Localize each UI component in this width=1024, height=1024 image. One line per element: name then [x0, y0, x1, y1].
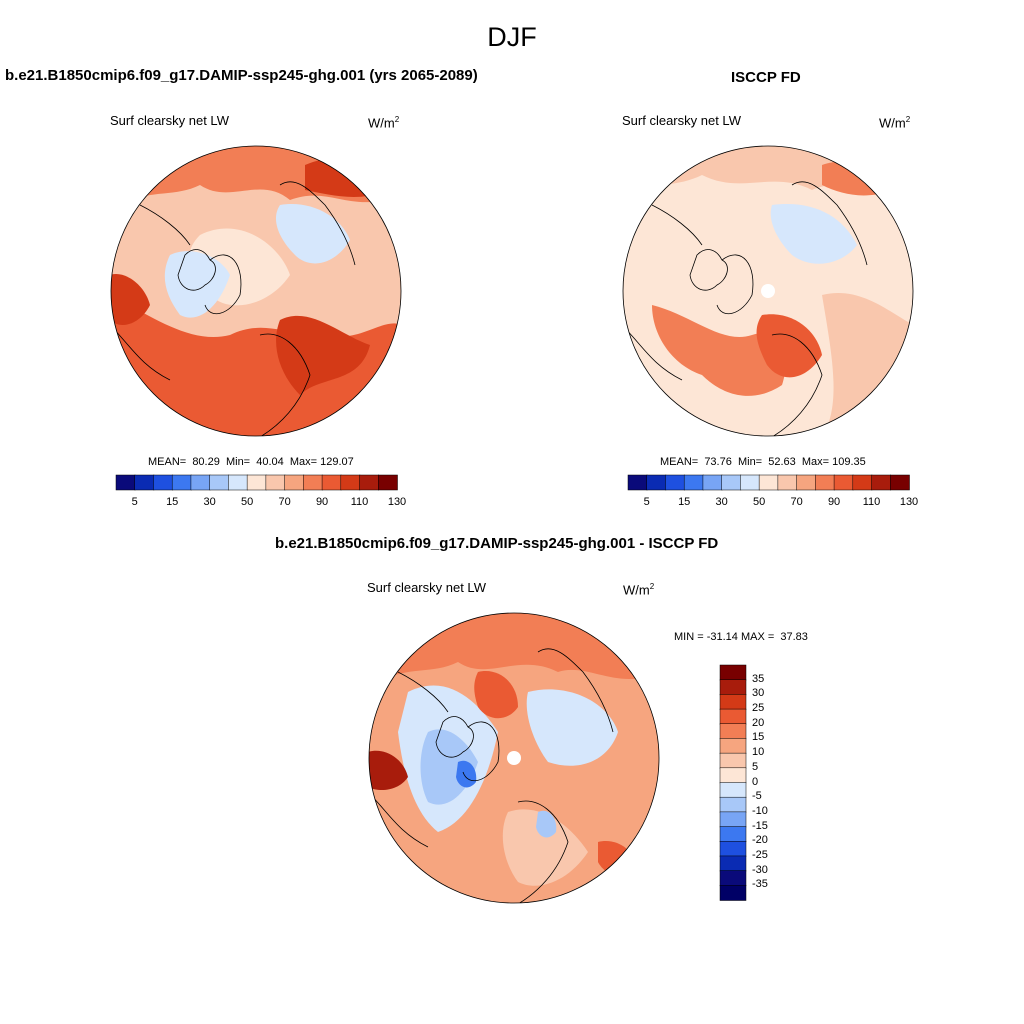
panel-1-map [110, 145, 402, 437]
colorbar-label: 130 [899, 496, 919, 508]
colorbar-label: 10 [752, 746, 765, 759]
panel-2-colorbar [627, 474, 910, 491]
colorbar-label: 5 [752, 760, 759, 773]
colorbar-label: 0 [752, 775, 759, 788]
colorbar-swatch [871, 474, 892, 491]
colorbar-label: 15 [166, 496, 179, 508]
colorbar-swatch [359, 474, 380, 491]
panel-1-stats: MEAN= 80.29 Min= 40.04 Max= 129.07 [148, 456, 354, 468]
colorbar-swatch [719, 767, 747, 784]
colorbar-swatch [719, 841, 747, 857]
panel-3-stats: MIN = -31.14 MAX = 37.83 [674, 631, 808, 643]
colorbar-label: 110 [350, 496, 369, 508]
colorbar-label: -20 [752, 834, 768, 847]
colorbar-swatch [378, 474, 398, 491]
colorbar-swatch [190, 474, 211, 491]
colorbar-swatch [719, 723, 747, 740]
colorbar-swatch [719, 885, 747, 901]
colorbar-swatch [719, 796, 747, 813]
panel-2-units: W/m2 [879, 115, 911, 131]
colorbar-swatch [719, 664, 747, 681]
colorbar-label: -10 [752, 804, 768, 817]
panel-2-map [622, 145, 914, 437]
colorbar-swatch [134, 474, 155, 491]
colorbar-label: 110 [862, 496, 881, 508]
colorbar-swatch [153, 474, 173, 491]
colorbar-swatch [321, 474, 342, 491]
colorbar-swatch [719, 782, 747, 798]
panel-2-stats: MEAN= 73.76 Min= 52.63 Max= 109.35 [660, 456, 866, 468]
colorbar-label: 30 [715, 496, 728, 508]
colorbar-label: 130 [387, 496, 407, 508]
colorbar-swatch [815, 474, 835, 491]
figure-title: DJF [487, 22, 537, 52]
colorbar-swatch [702, 474, 723, 491]
colorbar-swatch [209, 474, 230, 491]
panel-2-colorbar-labels: 5 15 30 50 70 90 110 130 [628, 496, 919, 510]
colorbar-swatch [303, 474, 323, 491]
panel-3-variable: Surf clearsky net LW [367, 580, 486, 595]
panel-1-title: b.e21.B1850cmip6.f09_g17.DAMIP-ssp245-gh… [5, 67, 478, 84]
colorbar-swatch [627, 474, 648, 491]
colorbar-label: -30 [752, 863, 768, 876]
colorbar-swatch [719, 811, 747, 828]
colorbar-swatch [740, 474, 760, 491]
colorbar-label: 50 [241, 496, 254, 508]
colorbar-swatch [719, 870, 747, 887]
panel-2-variable: Surf clearsky net LW [622, 113, 741, 128]
colorbar-label: -35 [752, 878, 768, 891]
colorbar-label: -25 [752, 848, 768, 861]
colorbar-label: 20 [752, 716, 765, 729]
colorbar-swatch [852, 474, 873, 491]
colorbar-label: 30 [752, 687, 765, 700]
colorbar-label: 5 [643, 496, 650, 508]
panel-3-title: b.e21.B1850cmip6.f09_g17.DAMIP-ssp245-gh… [275, 535, 719, 552]
colorbar-label: 70 [278, 496, 291, 508]
colorbar-swatch [890, 474, 910, 491]
panel-3-units: W/m2 [623, 582, 655, 598]
colorbar-label: 35 [752, 672, 765, 685]
colorbar-swatch [833, 474, 854, 491]
colorbar-swatch [284, 474, 305, 491]
colorbar-swatch [719, 694, 747, 710]
colorbar-swatch [646, 474, 667, 491]
colorbar-label: -15 [752, 819, 768, 832]
panel-3-colorbar-labels: 35 30 25 20 15 10 5 0 -5 -10 -15 -20 -25 -30 -35 [752, 665, 792, 900]
colorbar-swatch [340, 474, 361, 491]
colorbar-label: 70 [790, 496, 803, 508]
colorbar-swatch [777, 474, 798, 491]
colorbar-swatch [721, 474, 742, 491]
colorbar-swatch [719, 708, 747, 725]
colorbar-label: 5 [131, 496, 138, 508]
colorbar-swatch [758, 474, 779, 491]
colorbar-swatch [719, 855, 747, 872]
panel-1-variable: Surf clearsky net LW [110, 113, 229, 128]
panel-3-colorbar [719, 664, 747, 901]
colorbar-label: 15 [678, 496, 691, 508]
colorbar-swatch [115, 474, 136, 491]
colorbar-swatch [246, 474, 267, 491]
colorbar-swatch [719, 826, 747, 842]
colorbar-swatch [265, 474, 286, 491]
colorbar-swatch [719, 752, 747, 769]
colorbar-swatch [228, 474, 248, 491]
colorbar-swatch [796, 474, 817, 491]
colorbar-label: 90 [827, 496, 841, 508]
panel-3-map [368, 612, 660, 904]
colorbar-label: -5 [752, 790, 762, 803]
colorbar-swatch [683, 474, 704, 491]
colorbar-swatch [665, 474, 685, 491]
colorbar-swatch [171, 474, 192, 491]
colorbar-label: 30 [203, 496, 216, 508]
panel-1-units: W/m2 [368, 115, 400, 131]
colorbar-label: 90 [315, 496, 329, 508]
colorbar-swatch [719, 738, 747, 754]
colorbar-label: 15 [752, 731, 765, 744]
panel-2-title: ISCCP FD [731, 69, 801, 86]
panel-1-colorbar-labels: 5 15 30 50 70 90 110 130 [116, 496, 407, 510]
colorbar-swatch [719, 679, 747, 696]
panel-1-colorbar [115, 474, 398, 491]
colorbar-label: 25 [752, 702, 765, 715]
colorbar-label: 50 [753, 496, 766, 508]
